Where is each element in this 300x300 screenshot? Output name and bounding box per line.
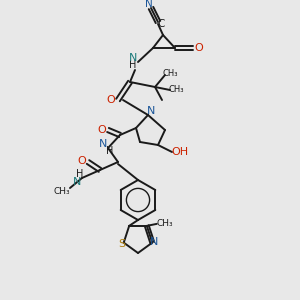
Text: CH₃: CH₃	[162, 68, 178, 77]
Text: O: O	[106, 95, 116, 105]
Text: N: N	[145, 0, 153, 9]
Text: C: C	[157, 19, 165, 29]
Text: N: N	[150, 237, 158, 247]
Text: N: N	[99, 139, 107, 149]
Text: N: N	[129, 53, 137, 63]
Text: S: S	[118, 238, 125, 249]
Text: H: H	[76, 169, 84, 179]
Text: CH₃: CH₃	[157, 219, 173, 228]
Text: O: O	[98, 125, 106, 135]
Text: H: H	[129, 60, 137, 70]
Text: O: O	[195, 43, 203, 53]
Text: CH₃: CH₃	[168, 85, 184, 94]
Text: H: H	[106, 146, 114, 156]
Text: N: N	[147, 106, 155, 116]
Text: CH₃: CH₃	[54, 188, 70, 196]
Text: N: N	[73, 177, 81, 187]
Text: OH: OH	[171, 147, 189, 157]
Text: O: O	[78, 156, 86, 166]
